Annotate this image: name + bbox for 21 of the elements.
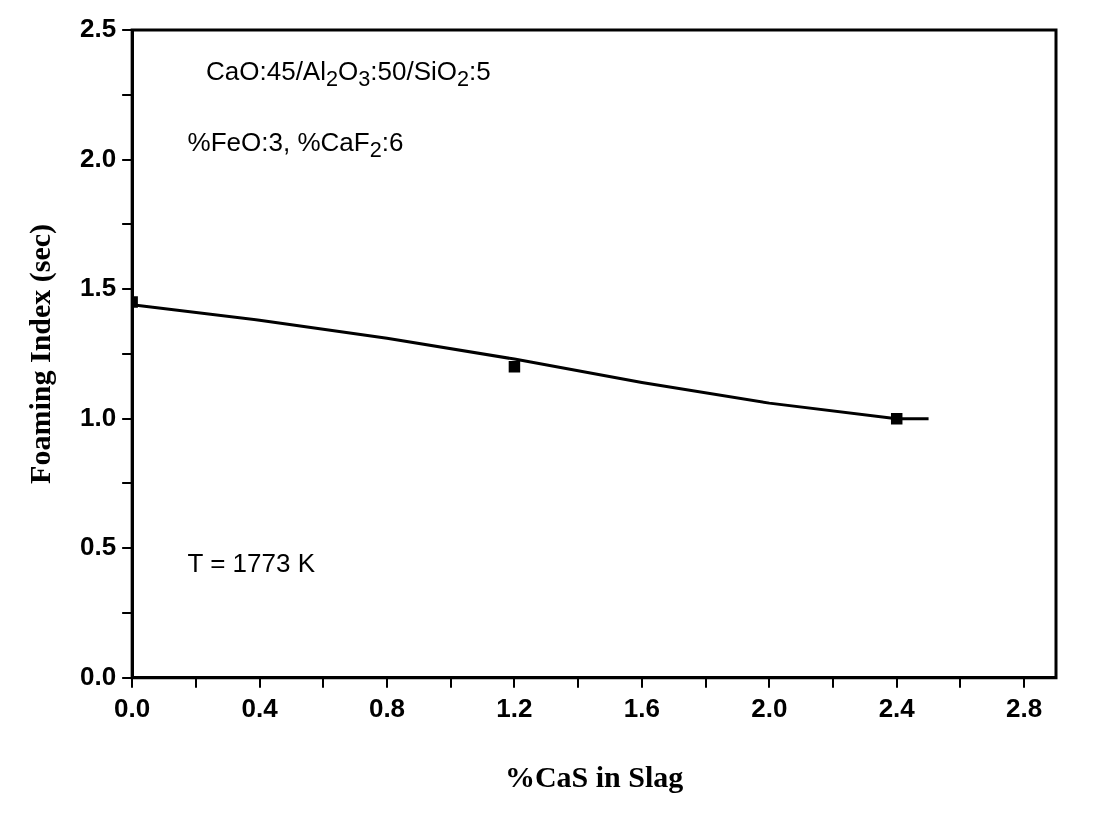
x-tick-label: 2.4 [878,692,916,723]
x-tick-label: 2.8 [1006,692,1043,723]
x-tick-label: 0.0 [114,692,151,723]
annotation: T = 1773 K [187,548,316,580]
y-tick-label: 0.5 [79,531,117,562]
point [890,412,903,425]
x-tick-label: 1.2 [496,692,533,723]
x-tick-label: 1.6 [623,692,660,723]
y-tick-label: 1.0 [79,401,117,432]
y-tick-label: 0.0 [79,660,117,691]
y-tick-label: 1.5 [79,272,117,303]
x-tick-label: 0.8 [368,692,406,723]
y-tick-label: 2.0 [79,142,117,173]
y-axis-title: Foaming Index (sec) [22,223,57,484]
annotation: CaO:45/Al$_{2}$O$_{3}$:50/SiO$_{2}$:5 [206,55,491,93]
annotation: %FeO:3, %CaF$_{2}$:6 [187,127,404,164]
y-tick-label: 2.5 [79,13,117,44]
point [508,361,521,373]
x-tick-label: 0.4 [241,692,279,723]
x-tick-label: 2.0 [751,692,788,723]
x-axis-title: %CaS in Slag [504,759,684,793]
